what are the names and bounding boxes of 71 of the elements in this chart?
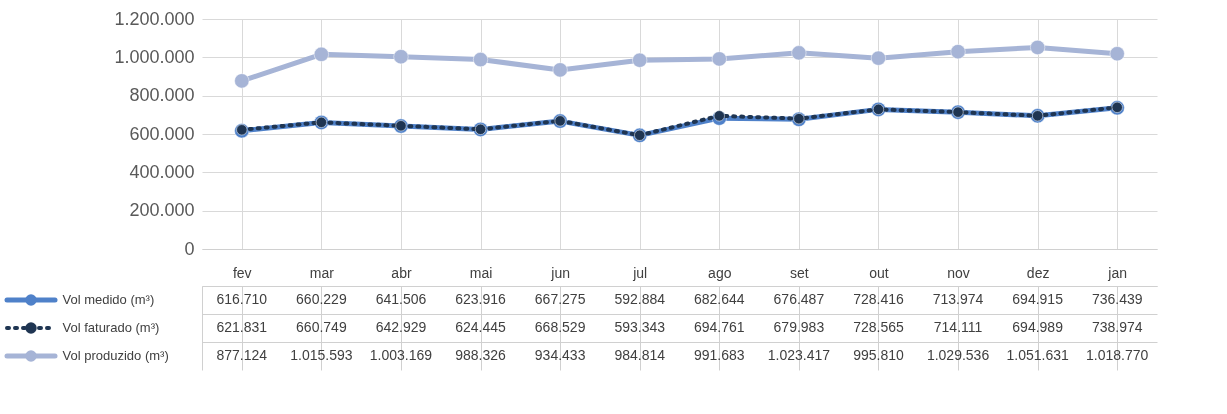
x-tick-label: jul <box>632 264 648 281</box>
y-tick-label: 1.000.000 <box>114 46 195 67</box>
data-label: 668.529 <box>534 319 586 335</box>
y-tick-label: 0 <box>184 238 195 259</box>
y-tick-label: 600.000 <box>129 123 195 144</box>
data-label: 738.974 <box>1091 319 1143 335</box>
data-label: 1.023.417 <box>767 347 831 363</box>
data-label: 988.326 <box>455 347 507 363</box>
data-label: 1.003.169 <box>369 347 433 363</box>
point <box>632 52 648 68</box>
data-label: 592.884 <box>614 291 666 307</box>
point <box>313 46 329 62</box>
x-tick-label: set <box>790 264 809 281</box>
data-label: 877.124 <box>216 347 268 363</box>
data-label: 623.916 <box>455 291 507 307</box>
point <box>711 51 727 67</box>
data-label: 1.018.770 <box>1086 347 1149 363</box>
data-label: 593.343 <box>614 319 666 335</box>
data-label: 736.439 <box>1091 291 1143 307</box>
data-label: 616.710 <box>216 291 268 307</box>
data-label: 995.810 <box>853 347 904 363</box>
data-label: 984.814 <box>614 347 666 363</box>
y-tick-label: 1.200.000 <box>114 8 195 29</box>
data-label: 682.644 <box>693 291 745 307</box>
legend-label: Vol faturado (m³) <box>62 320 160 335</box>
point <box>552 62 568 78</box>
data-label: 1.051.631 <box>1006 347 1069 363</box>
point <box>473 52 489 68</box>
data-label: 694.989 <box>1012 319 1064 335</box>
point <box>713 110 725 122</box>
x-tick-label: nov <box>947 264 970 281</box>
y-tick-label: 400.000 <box>129 161 195 182</box>
x-tick-label: fev <box>232 264 252 281</box>
data-label: 676.487 <box>773 291 825 307</box>
x-tick-label: mai <box>469 264 493 281</box>
point <box>1030 39 1046 55</box>
data-label: 621.831 <box>216 319 268 335</box>
data-label: 642.929 <box>375 319 427 335</box>
data-label: 667.275 <box>534 291 586 307</box>
data-label: 694.915 <box>1012 291 1064 307</box>
data-label: 660.229 <box>296 291 347 307</box>
data-label: 728.416 <box>853 291 904 307</box>
x-tick-label: abr <box>391 264 412 281</box>
x-tick-label: jan <box>1107 264 1128 281</box>
point <box>1109 46 1125 62</box>
data-label: 694.761 <box>693 319 745 335</box>
data-label: 1.015.593 <box>290 347 353 363</box>
point <box>393 49 409 65</box>
x-tick-label: dez <box>1026 264 1050 281</box>
x-tick-label: jun <box>550 264 570 281</box>
data-label: 934.433 <box>534 347 586 363</box>
x-tick-label: mar <box>309 264 335 281</box>
data-label: 641.506 <box>375 291 427 307</box>
point <box>234 73 250 89</box>
legend-label: Vol medido (m³) <box>62 292 155 307</box>
data-label: 1.029.536 <box>926 347 990 363</box>
legend-label: Vol produzido (m³) <box>62 348 169 363</box>
x-tick-label: out <box>869 264 889 281</box>
point <box>791 45 807 61</box>
point <box>950 44 966 60</box>
data-label: 728.565 <box>853 319 904 335</box>
data-label: 714.111 <box>933 319 983 335</box>
y-tick-label: 200.000 <box>129 200 195 221</box>
x-tick-label: ago <box>708 264 732 281</box>
point <box>870 50 886 66</box>
data-label: 679.983 <box>773 319 825 335</box>
data-label: 991.683 <box>693 347 745 363</box>
data-label: 624.445 <box>455 319 507 335</box>
data-label: 713.974 <box>932 291 984 307</box>
y-tick-label: 800.000 <box>129 85 195 106</box>
data-label: 660.749 <box>296 319 347 335</box>
